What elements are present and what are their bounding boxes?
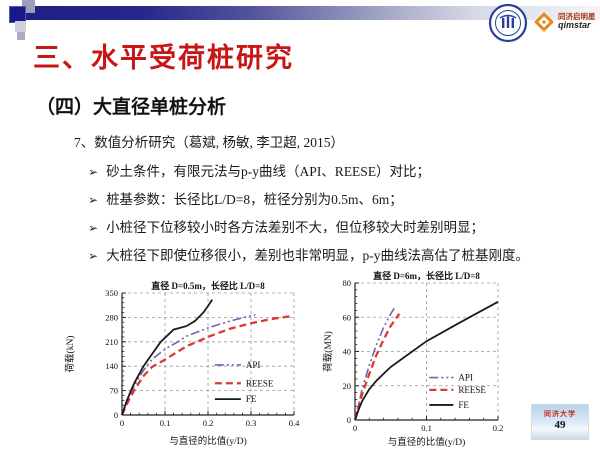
- university-seal-icon: [488, 3, 528, 43]
- y-tick-label: 0: [114, 410, 118, 420]
- bullet-text: 桩基参数：长径比L/D=8，桩径分别为0.5m、6m；: [106, 192, 403, 207]
- y-tick-label: 280: [105, 312, 118, 322]
- bullet-text: 大桩径下即使位移很小，差别也非常明显，p-y曲线法高估了桩基刚度。: [106, 248, 530, 263]
- x-tick-label: 0.1: [160, 418, 171, 428]
- bullet-item: ➢ 大桩径下即使位移很小，差别也非常明显，p-y曲线法高估了桩基刚度。: [88, 242, 529, 270]
- chart-title: 直径 D=6m，长径比 L/D=8: [373, 270, 480, 281]
- x-tick-label: 0: [353, 423, 357, 433]
- legend-fe-label: FE: [458, 400, 469, 410]
- qimstar-label-cn: 同济启明星: [558, 12, 596, 22]
- chart-svg: 0 0.1 0.2 0 20 40 60 80 API REESE FE 直径 D=6m，长径比 L/…: [322, 270, 504, 448]
- y-axis-label: 荷载(kN): [64, 336, 76, 373]
- bullet-list: ➢ 砂土条件，有限元法与p-y曲线（API、REESE）对比； ➢ 桩基参数：长径比…: [88, 158, 529, 270]
- y-tick-label: 70: [110, 386, 119, 396]
- bullet-arrow-icon: ➢: [88, 193, 99, 207]
- series-fe-line: [354, 301, 499, 421]
- bullet-arrow-icon: ➢: [88, 165, 99, 179]
- y-tick-label: 60: [343, 312, 352, 322]
- chart-title: 直径 D=0.5m，长径比 L/D=8: [151, 280, 265, 291]
- deco-square: [17, 32, 25, 40]
- y-tick-label: 210: [105, 337, 118, 347]
- bullet-text: 砂土条件，有限元法与p-y曲线（API、REESE）对比；: [106, 164, 431, 179]
- chart-small-diameter: 0 0.1 0.2 0.3 0.4 0 70 140 210 280 350 API REESE FE 直径…: [57, 279, 305, 447]
- chart-large-diameter: 0 0.1 0.2 0 20 40 60 80 API REESE FE 直径 D=6m，长径比 L/…: [320, 270, 535, 448]
- y-axis-label: 荷载(MN): [322, 331, 334, 372]
- qimstar-logo: 同济启明星 qimstar: [531, 4, 597, 40]
- chart-svg: 0 0.1 0.2 0.3 0.4 0 70 140 210 280 350 API REESE FE 直径…: [64, 280, 300, 447]
- x-tick-label: 0.4: [289, 418, 300, 428]
- footer-stamp: 同济大学 49: [531, 404, 589, 440]
- series-api-line: [354, 306, 396, 421]
- x-tick-label: 0.1: [421, 423, 432, 433]
- bullet-item: ➢ 小桩径下位移较小时各方法差别不大，但位移较大时差别明显；: [88, 214, 529, 242]
- qimstar-diamond-icon: [534, 12, 554, 32]
- qimstar-label-en: qimstar: [558, 20, 591, 31]
- series-reese-line: [353, 313, 401, 421]
- series-fe-line: [121, 299, 214, 416]
- y-tick-label: 350: [105, 288, 118, 298]
- legend-api-label: API: [458, 373, 473, 383]
- bullet-item: ➢ 桩基参数：长径比L/D=8，桩径分别为0.5m、6m；: [88, 186, 529, 214]
- series-api-line: [121, 313, 256, 416]
- page-number: 49: [554, 419, 566, 431]
- stamp-text: 同济大学: [544, 411, 576, 418]
- y-tick-label: 80: [343, 278, 352, 288]
- y-tick-label: 0: [347, 415, 351, 425]
- item-heading: 7、数值分析研究（葛斌, 杨敏, 李卫超, 2015）: [74, 135, 344, 150]
- university-seal-logo: [488, 3, 528, 43]
- legend-reese-label: REESE: [246, 378, 274, 388]
- x-tick-label: 0: [120, 418, 124, 428]
- legend-reese-label: REESE: [458, 385, 486, 395]
- deco-square: [15, 21, 26, 32]
- y-tick-label: 140: [105, 361, 118, 371]
- x-axis-label: 与直径的比值(y/D): [169, 435, 247, 447]
- bullet-arrow-icon: ➢: [88, 221, 99, 235]
- slide-title: 三、水平受荷桩研究: [33, 43, 294, 73]
- x-tick-label: 0.2: [493, 423, 504, 433]
- y-tick-label: 40: [343, 347, 352, 357]
- x-tick-label: 0.3: [246, 418, 257, 428]
- series-reese-line: [120, 315, 290, 416]
- x-tick-label: 0.2: [203, 418, 214, 428]
- bullet-item: ➢ 砂土条件，有限元法与p-y曲线（API、REESE）对比；: [88, 158, 529, 186]
- x-axis-label: 与直径的比值(y/D): [388, 436, 466, 448]
- legend-api-label: API: [246, 360, 261, 370]
- y-tick-label: 20: [343, 381, 352, 391]
- bullet-text: 小桩径下位移较小时各方法差别不大，但位移较大时差别明显；: [106, 220, 485, 235]
- section-subtitle: （四）大直径单桩分析: [36, 97, 227, 118]
- bullet-arrow-icon: ➢: [88, 249, 99, 263]
- legend-fe-label: FE: [246, 394, 257, 404]
- header-gradient-bar: [24, 6, 600, 20]
